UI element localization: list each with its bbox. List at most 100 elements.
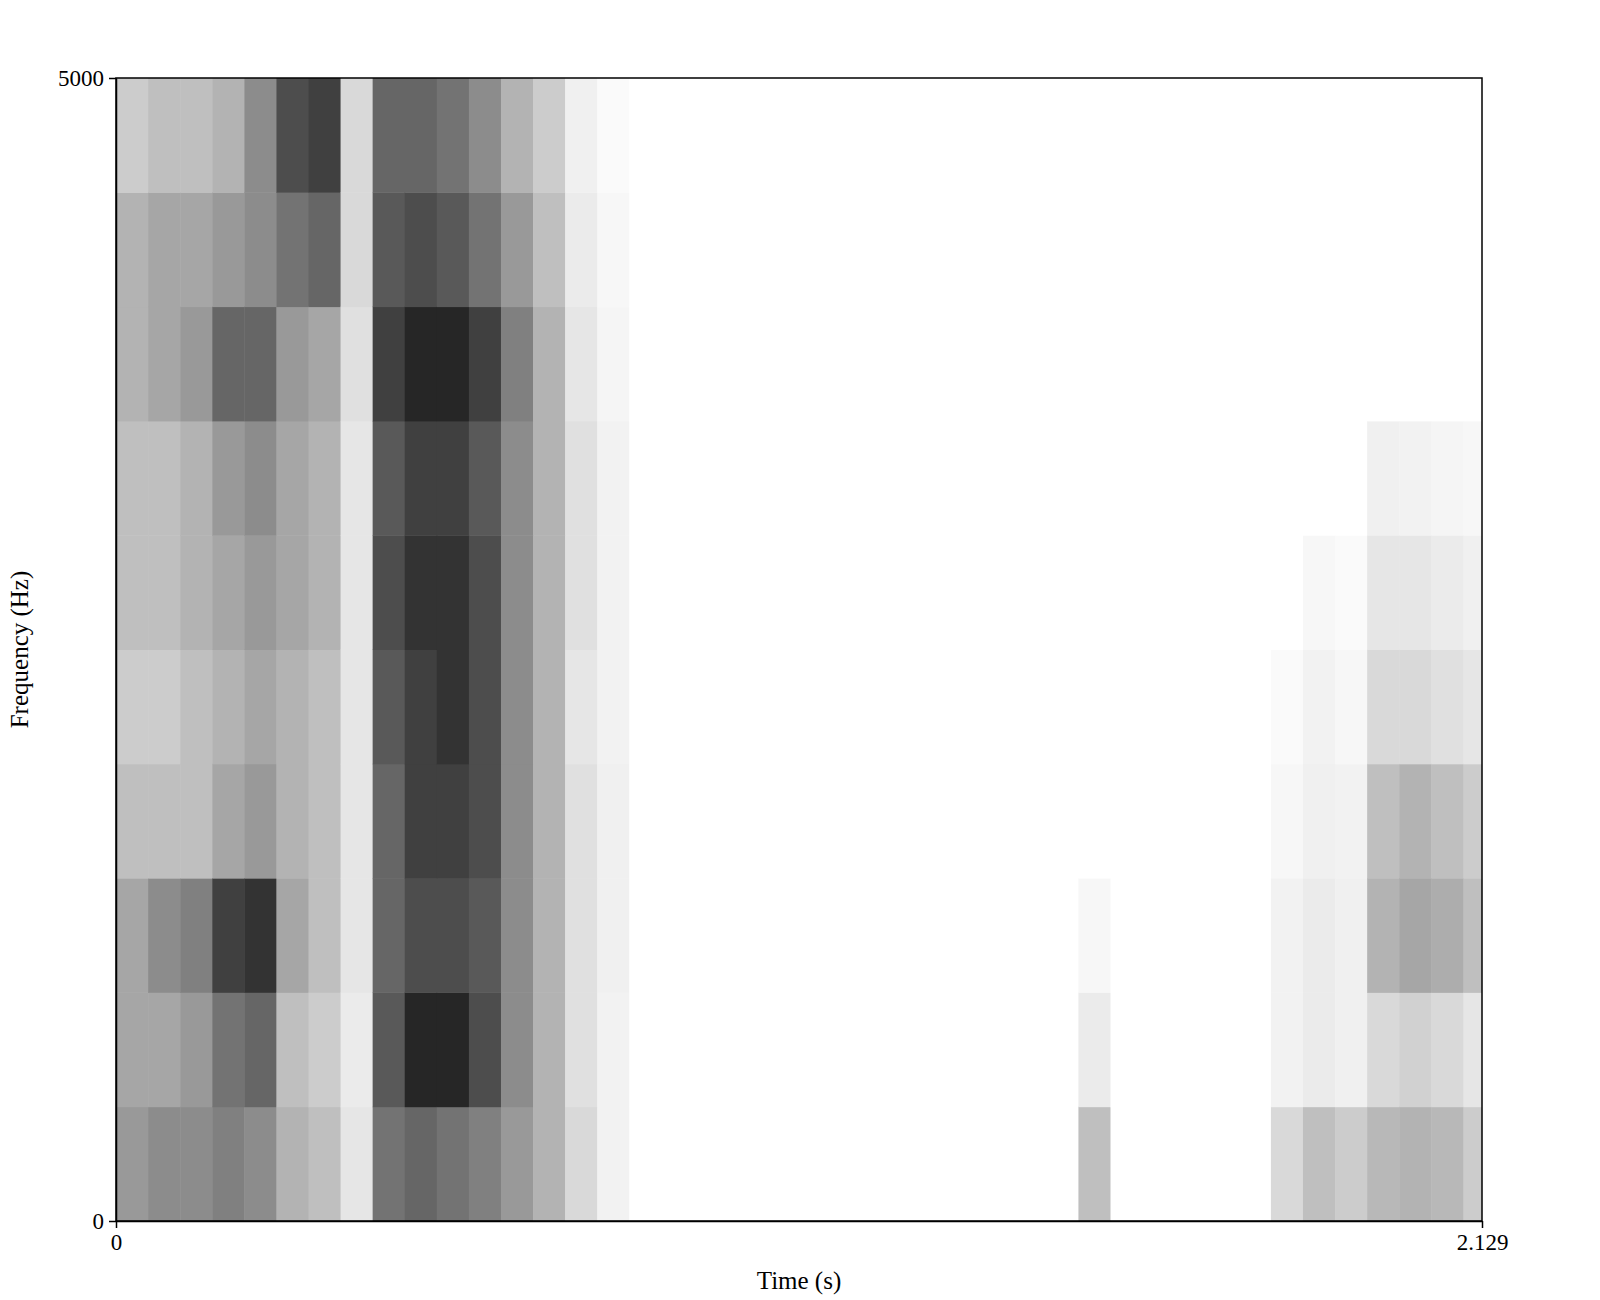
spectrogram-cell [405,78,438,193]
spectrogram-cell [1431,192,1464,307]
spectrogram-cell [726,421,759,536]
spectrogram-cell [565,992,598,1107]
spectrogram-cell [1014,78,1047,193]
spectrogram-cell [469,307,502,422]
spectrogram-cell [116,878,149,993]
spectrogram-cell [726,78,759,193]
spectrogram-cell [1207,192,1240,307]
spectrogram-cell [1175,1107,1208,1221]
spectrogram-cell [1303,192,1336,307]
spectrogram-cell [1143,764,1176,879]
spectrogram-cell [1271,650,1304,765]
spectrogram-cell [276,192,309,307]
spectrogram-cell [886,992,919,1107]
spectrogram-cell [373,192,406,307]
tick-label: 2.129 [1457,1230,1509,1255]
spectrogram-cell [982,1107,1015,1221]
spectrogram-cell [822,307,855,422]
spectrogram-cell [822,1107,855,1221]
spectrogram-cell [1399,535,1432,650]
tick-mark [109,78,116,80]
spectrogram-cell [918,992,951,1107]
spectrogram-cell [1207,764,1240,879]
spectrogram-cell [661,1107,694,1221]
spectrogram-cell [1143,307,1176,422]
spectrogram-cell [950,192,983,307]
spectrogram-cell [341,1107,374,1221]
spectrogram-cell [693,307,726,422]
spectrogram-cell [1303,78,1336,193]
spectrogram-cell [918,878,951,993]
spectrogram-cell [886,307,919,422]
spectrogram-cell [1303,421,1336,536]
tick-label: 5000 [58,66,104,91]
spectrogram-cell [1463,192,1482,307]
spectrogram-cell [1367,307,1400,422]
spectrogram-cell [790,535,823,650]
spectrogram-cell [822,78,855,193]
spectrogram-cell [341,535,374,650]
spectrogram-cell [373,878,406,993]
spectrogram-cell [854,992,887,1107]
spectrogram-cell [1078,535,1111,650]
spectrogram-cell [1463,992,1482,1107]
spectrogram-cell [501,764,534,879]
spectrogram-cell [597,764,630,879]
x-axis-title: Time (s) [757,1267,842,1295]
spectrogram-cell [501,535,534,650]
spectrogram-cell [1303,307,1336,422]
spectrogram-cell [950,764,983,879]
x-axis: 02.129 [111,1221,1509,1255]
spectrogram-cell [437,764,470,879]
spectrogram-cell [726,1107,759,1221]
spectrogram-cell [1046,78,1079,193]
spectrogram-cell [1463,878,1482,993]
spectrogram-cell [1207,78,1240,193]
spectrogram-cell [982,192,1015,307]
spectrogram-cell [469,192,502,307]
spectrogram-cell [854,78,887,193]
spectrogram-cell [661,78,694,193]
spectrogram-cell [1014,192,1047,307]
tick: 5000 [58,66,116,91]
spectrogram-cell [469,764,502,879]
spectrogram-cell [373,764,406,879]
spectrogram-cell [1335,535,1368,650]
spectrogram-cell [276,421,309,536]
spectrogram-cell [212,992,245,1107]
spectrogram-cell [854,650,887,765]
spectrogram-cell [276,78,309,193]
spectrogram-cell [148,878,181,993]
spectrogram-cell [1335,878,1368,993]
spectrogram-cell [1078,1107,1111,1221]
spectrogram-cell [982,535,1015,650]
spectrogram-cell [180,650,213,765]
spectrogram-cell [1078,878,1111,993]
spectrogram-cell [1367,1107,1400,1221]
spectrogram-cell [469,535,502,650]
spectrogram-cell [1111,1107,1144,1221]
spectrogram-cell [1463,650,1482,765]
spectrogram-cell [373,1107,406,1221]
spectrogram-cell [276,535,309,650]
spectrogram-cell [116,650,149,765]
spectrogram-cell [1335,764,1368,879]
spectrogram-cell [533,421,566,536]
spectrogram-cell [116,1107,149,1221]
spectrogram-cell [1046,421,1079,536]
spectrogram-cell [533,78,566,193]
spectrogram-cell [1111,192,1144,307]
spectrogram-cell [1143,992,1176,1107]
spectrogram-cell [918,192,951,307]
spectrogram-cell [982,764,1015,879]
spectrogram-cell [758,764,791,879]
spectrogram-cell [437,78,470,193]
spectrogram-cell [1271,307,1304,422]
spectrogram-cell [1431,650,1464,765]
spectrogram-cell [1303,650,1336,765]
spectrogram-cell [661,650,694,765]
spectrogram-cell [1207,307,1240,422]
spectrogram-cell [1078,78,1111,193]
spectrogram-cell [1014,878,1047,993]
spectrogram-cell [533,650,566,765]
